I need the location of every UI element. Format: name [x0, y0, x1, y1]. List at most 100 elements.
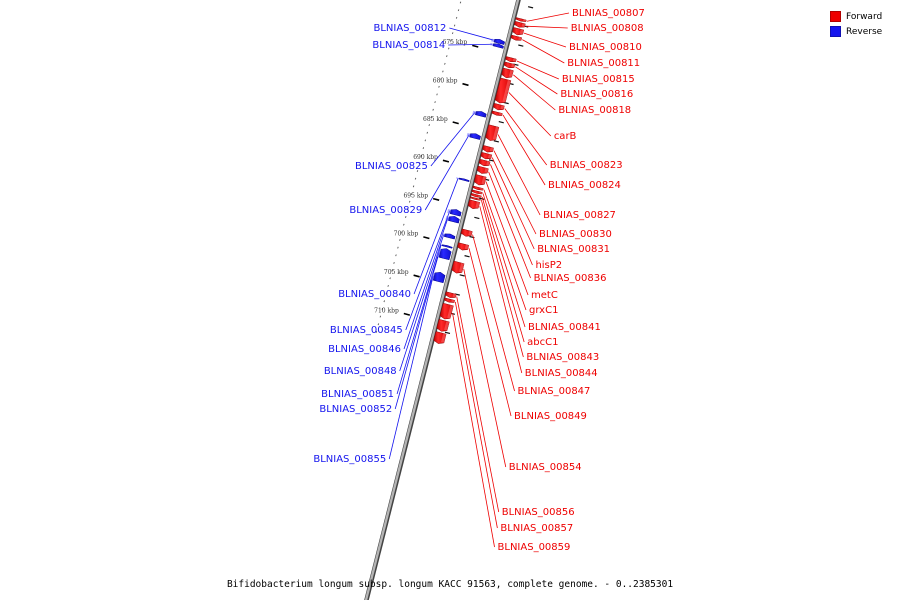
gene-label[interactable]: BLNIAS_00854	[509, 462, 582, 473]
gene-label[interactable]: metC	[531, 290, 558, 301]
gene-label[interactable]: BLNIAS_00810	[569, 42, 642, 53]
gene-label[interactable]: BLNIAS_00808	[571, 23, 644, 34]
gene-label[interactable]: BLNIAS_00830	[539, 229, 612, 240]
gene-highlight	[519, 29, 524, 35]
major-tick	[442, 159, 450, 163]
gene-label[interactable]: BLNIAS_00807	[572, 8, 645, 19]
gene-blnias-00851[interactable]	[441, 244, 453, 249]
minor-tick	[493, 140, 500, 143]
gene-blnias-00855[interactable]	[432, 272, 446, 284]
leader-line	[526, 12, 570, 22]
gene-label[interactable]: BLNIAS_00840	[338, 289, 411, 300]
gene-blnias-00812[interactable]	[493, 39, 505, 45]
minor-tick	[393, 262, 395, 264]
minor-tick	[450, 39, 452, 42]
kbp-label: 700 kbp	[394, 231, 419, 238]
gene-label[interactable]: hisP2	[535, 260, 562, 271]
gene-blnias-00814[interactable]	[492, 43, 504, 49]
leader-line	[483, 189, 527, 311]
major-tick	[423, 236, 430, 240]
gene-highlight	[491, 38, 495, 42]
leader-line	[525, 25, 568, 29]
minor-tick	[412, 185, 415, 188]
minor-tick	[418, 162, 421, 165]
gene-blnias-00825[interactable]	[474, 111, 487, 118]
gene-label[interactable]: BLNIAS_00851	[321, 389, 394, 400]
gene-highlight	[511, 63, 515, 68]
leader-line	[399, 234, 445, 372]
gene-blnias-00848[interactable]	[443, 233, 456, 240]
leader-line	[488, 171, 531, 279]
gene-label[interactable]: abcC1	[527, 337, 558, 348]
leader-line	[396, 244, 442, 395]
gene-label[interactable]: BLNIAS_00848	[324, 366, 397, 377]
gene-label[interactable]: BLNIAS_00827	[543, 210, 616, 221]
gene-label[interactable]: BLNIAS_00859	[498, 542, 571, 553]
gene-label[interactable]: BLNIAS_00824	[548, 180, 621, 191]
gene-label[interactable]: BLNIAS_00845	[330, 325, 403, 336]
leader-line	[515, 66, 558, 95]
leader-line	[413, 178, 459, 295]
gene-label[interactable]: BLNIAS_00812	[373, 23, 446, 34]
gene-highlight	[451, 299, 455, 303]
minor-tick	[416, 170, 419, 172]
gene-highlight	[489, 147, 494, 152]
minor-tick	[430, 116, 432, 119]
leader-line	[513, 74, 556, 111]
gene-label[interactable]: BLNIAS_00852	[319, 404, 392, 415]
gene-blnias-00840[interactable]	[458, 177, 470, 183]
gene-label[interactable]: BLNIAS_00849	[514, 411, 587, 422]
gene-label[interactable]: BLNIAS_00825	[355, 161, 428, 172]
gene-label[interactable]: BLNIAS_00814	[372, 40, 445, 51]
minor-tick	[422, 147, 425, 150]
gene-label[interactable]: BLNIAS_00829	[349, 205, 422, 216]
gene-label[interactable]: BLNIAS_00818	[558, 105, 631, 116]
leader-line	[481, 196, 525, 343]
minor-tick	[408, 200, 411, 203]
gene-label[interactable]: BLNIAS_00823	[550, 160, 623, 171]
gene-highlight	[502, 79, 511, 103]
gene-highlight	[444, 321, 450, 331]
gene-label[interactable]: BLNIAS_00843	[526, 352, 599, 363]
genome-backbone	[364, 0, 521, 600]
gene-label[interactable]: BLNIAS_00857	[500, 523, 573, 534]
gene-label[interactable]: BLNIAS_00856	[502, 507, 575, 518]
legend-label-forward: Forward	[846, 11, 883, 22]
gene-label[interactable]: BLNIAS_00846	[328, 344, 401, 355]
kbp-label: 710 kbp	[374, 307, 399, 314]
minor-tick	[403, 223, 405, 226]
minor-tick	[464, 255, 470, 258]
minor-tick	[442, 70, 444, 73]
gene-blnias-00846[interactable]	[447, 216, 460, 224]
gene-label[interactable]: BLNIAS_00811	[567, 58, 640, 69]
gene-highlight	[488, 154, 492, 159]
leader-line	[490, 164, 533, 266]
gene-label[interactable]: BLNIAS_00844	[525, 368, 598, 379]
kbp-label: 690 kbp	[413, 154, 438, 161]
gene-blnias-00845[interactable]	[449, 209, 462, 217]
minor-tick	[457, 9, 460, 12]
leader-line	[491, 157, 535, 250]
legend-item-reverse: Reverse	[830, 24, 890, 39]
gene-label[interactable]: BLNIAS_00831	[537, 244, 610, 255]
minor-tick	[385, 292, 387, 295]
gene-blnias-00829[interactable]	[469, 133, 481, 140]
gene-label[interactable]: BLNIAS_00841	[528, 322, 601, 333]
gene-label[interactable]: BLNIAS_00836	[534, 273, 607, 284]
legend-item-forward: Forward	[830, 9, 890, 24]
kbp-label: 675 kbp	[443, 39, 468, 46]
minor-tick	[527, 6, 534, 9]
gene-label[interactable]: BLNIAS_00847	[518, 386, 591, 397]
gene-highlight	[499, 112, 503, 116]
gene-label[interactable]: carB	[554, 131, 577, 142]
minor-tick	[498, 121, 504, 124]
gene-highlight	[523, 19, 527, 22]
gene-label[interactable]: BLNIAS_00816	[560, 89, 633, 100]
gene-label[interactable]: BLNIAS_00855	[313, 454, 386, 465]
leader-line	[480, 199, 524, 358]
gene-label[interactable]: BLNIAS_00815	[562, 74, 635, 85]
gene-blnias-00852[interactable]	[438, 248, 452, 261]
gene-highlight	[436, 248, 441, 258]
gene-label[interactable]: grxC1	[529, 305, 558, 316]
